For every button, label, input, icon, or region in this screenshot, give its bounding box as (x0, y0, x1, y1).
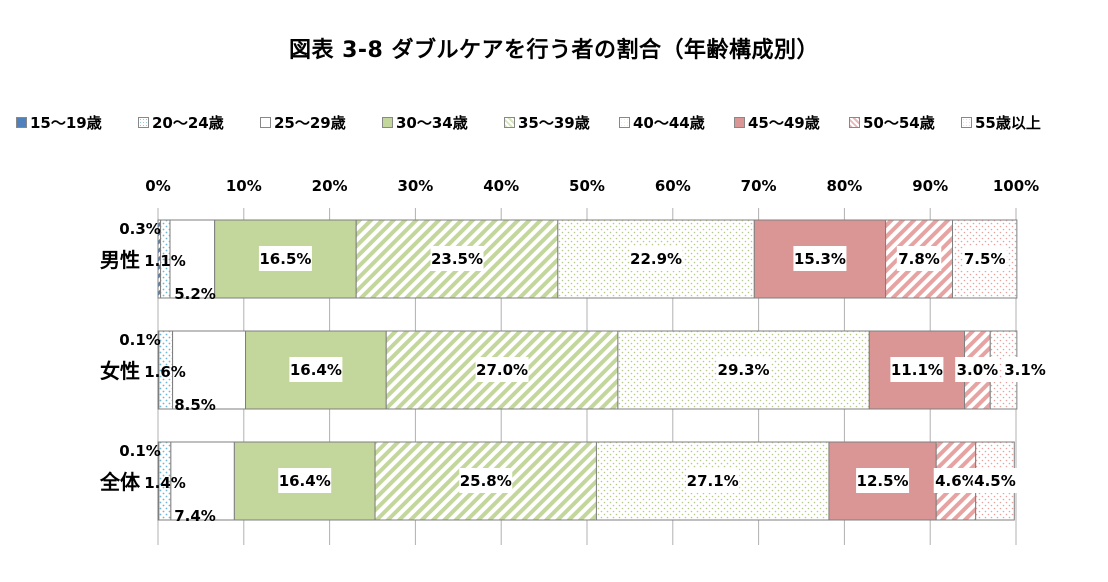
data-label-bg (955, 357, 1000, 382)
data-label-bg (475, 357, 529, 382)
data-label: 16.4% (290, 361, 342, 379)
legend-swatch (849, 117, 860, 128)
legend-label: 25〜29歳 (274, 114, 346, 132)
data-label: 7.5% (964, 250, 1006, 268)
category-label: 男性 (100, 248, 140, 272)
legend-swatch (619, 117, 630, 128)
data-label-bg (962, 246, 1007, 271)
chart-title: 図表 3-8 ダブルケアを行う者の割合（年齢構成別） (288, 38, 820, 63)
data-label-bg (972, 468, 1018, 493)
data-label: 15.3% (794, 250, 846, 268)
data-label: 22.9% (630, 250, 682, 268)
data-label: 3.1% (1004, 361, 1046, 379)
data-label: 4.5% (974, 472, 1016, 490)
legend-label: 45〜49歳 (748, 114, 820, 132)
x-tick-label: 70% (741, 177, 777, 195)
legend-item: 25〜29歳 (260, 112, 346, 133)
legend-label: 35〜39歳 (518, 114, 590, 132)
x-tick-label: 90% (912, 177, 948, 195)
legend-swatch (16, 117, 27, 128)
x-tick-label: 10% (226, 177, 262, 195)
legend-swatch (138, 117, 149, 128)
data-label: 1.6% (144, 363, 186, 381)
data-label: 25.8% (460, 472, 512, 490)
bar-segment (385, 330, 619, 410)
legend-item: 40〜44歳 (619, 112, 705, 133)
data-label-bg (278, 468, 332, 493)
x-tick-label: 80% (826, 177, 862, 195)
data-label: 3.0% (957, 361, 999, 379)
legend-item: 20〜24歳 (138, 112, 224, 133)
category-label: 女性 (100, 359, 140, 383)
x-tick-label: 100% (993, 177, 1039, 195)
category-label: 全体 (99, 470, 141, 494)
legend-swatch (260, 117, 271, 128)
data-label: 29.3% (718, 361, 770, 379)
legend-item: 30〜34歳 (382, 112, 468, 133)
legend-item: 35〜39歳 (504, 112, 590, 133)
data-label: 16.5% (259, 250, 311, 268)
x-tick-label: 50% (569, 177, 605, 195)
data-label-bg (717, 357, 771, 382)
data-label: 0.3% (119, 220, 161, 238)
x-tick-label: 30% (397, 177, 433, 195)
bar-segment (170, 441, 235, 521)
data-label-bg (289, 357, 343, 382)
data-label: 27.0% (476, 361, 528, 379)
data-label: 7.4% (174, 507, 216, 525)
data-label-bg (1002, 357, 1048, 382)
data-label: 7.8% (898, 250, 940, 268)
data-label-bg (258, 246, 312, 271)
data-label: 4.6% (935, 472, 977, 490)
data-label: 1.4% (144, 474, 186, 492)
data-label-bg (933, 468, 979, 493)
legend-swatch (504, 117, 515, 128)
legend-label: 20〜24歳 (152, 114, 224, 132)
data-label-bg (896, 246, 942, 271)
data-label: 5.2% (174, 285, 216, 303)
legend-item: 55歳以上 (961, 112, 1041, 133)
bar-segment (169, 219, 216, 299)
x-tick-label: 0% (145, 177, 170, 195)
data-label-bg (793, 246, 847, 271)
x-tick-label: 60% (655, 177, 691, 195)
legend-label: 30〜34歳 (396, 114, 468, 132)
legend-item: 50〜54歳 (849, 112, 935, 133)
data-label: 16.4% (279, 472, 331, 490)
data-label: 1.1% (144, 252, 186, 270)
data-label: 8.5% (174, 396, 216, 414)
legend-item: 45〜49歳 (734, 112, 820, 133)
legend-label: 40〜44歳 (633, 114, 705, 132)
data-label: 23.5% (431, 250, 483, 268)
data-label: 0.1% (119, 331, 161, 349)
data-label: 12.5% (857, 472, 909, 490)
x-tick-label: 20% (312, 177, 348, 195)
legend: 15〜19歳 20〜24歳 25〜29歳 30〜34歳 35〜39歳 40〜44歳 45〜4… (0, 112, 1108, 136)
legend-label: 55歳以上 (975, 114, 1041, 132)
data-label-bg (686, 468, 740, 493)
legend-item: 15〜19歳 (16, 112, 102, 133)
data-label-bg (430, 246, 484, 271)
legend-label: 15〜19歳 (30, 114, 102, 132)
data-label-bg (459, 468, 513, 493)
x-tick-label: 40% (483, 177, 519, 195)
data-label: 11.1% (891, 361, 943, 379)
data-label-bg (890, 357, 944, 382)
legend-swatch (734, 117, 745, 128)
data-label-bg (629, 246, 683, 271)
legend-label: 50〜54歳 (863, 114, 935, 132)
bar-segment (172, 330, 247, 410)
legend-swatch (382, 117, 393, 128)
data-label: 0.1% (119, 442, 161, 460)
data-label-bg (856, 468, 910, 493)
data-label: 27.1% (687, 472, 739, 490)
legend-swatch (961, 117, 972, 128)
